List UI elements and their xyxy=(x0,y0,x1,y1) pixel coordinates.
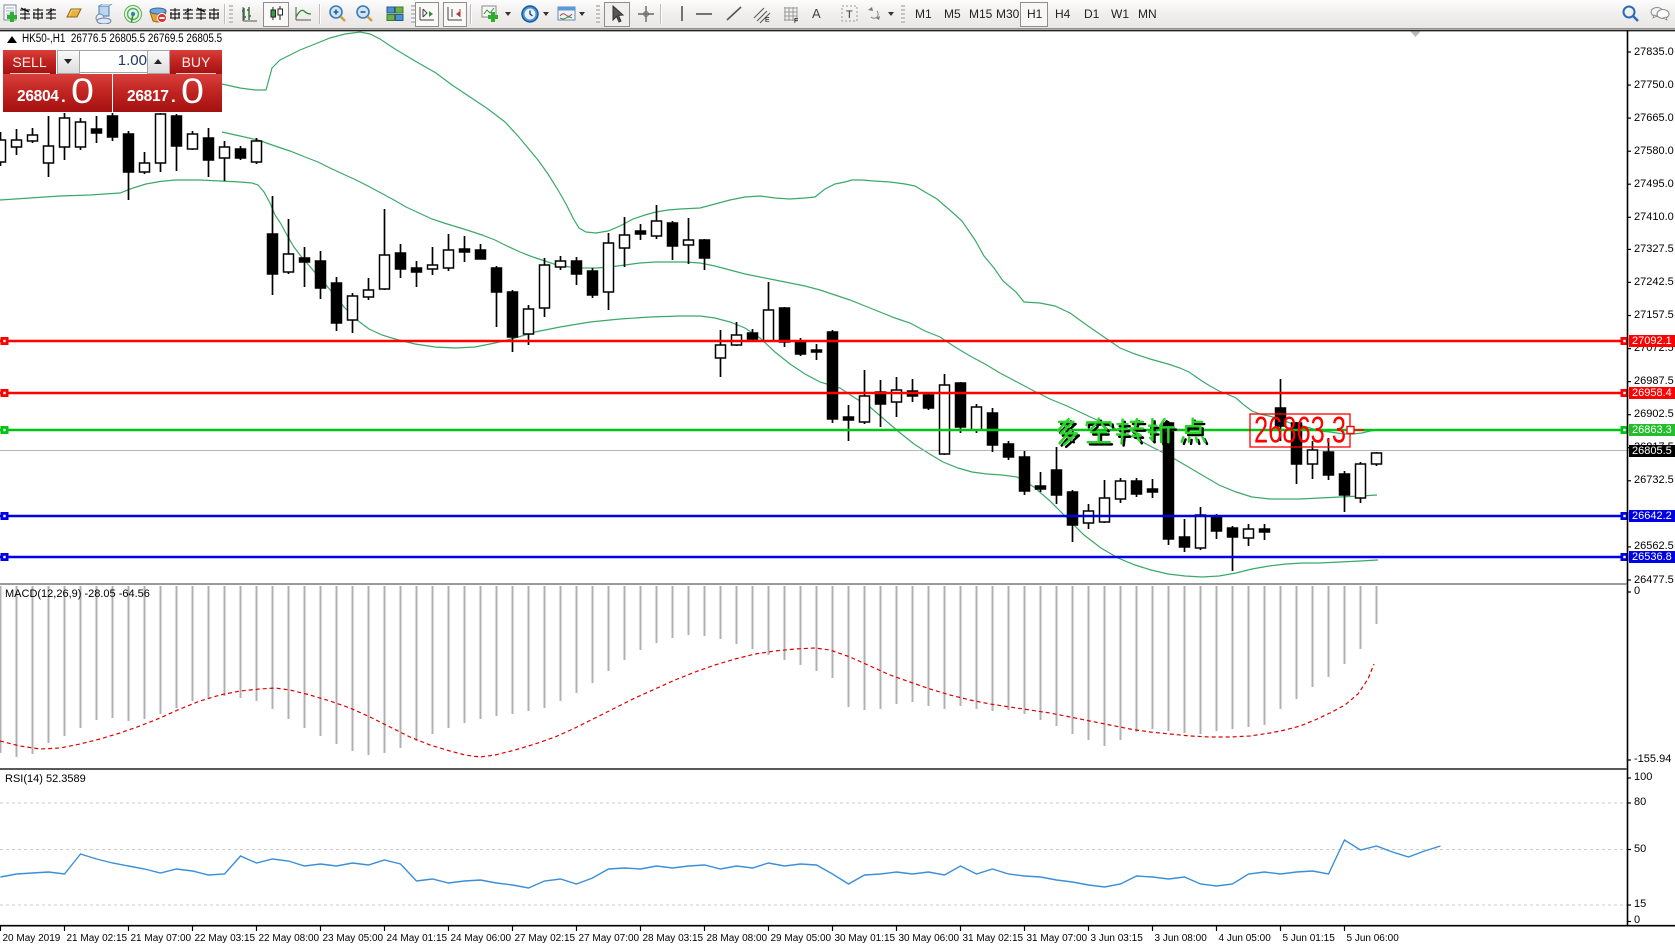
svg-text:F: F xyxy=(794,18,798,24)
svg-text:T: T xyxy=(846,9,853,21)
svg-text:26863.3: 26863.3 xyxy=(1254,410,1346,451)
svg-text:E: E xyxy=(765,17,770,24)
